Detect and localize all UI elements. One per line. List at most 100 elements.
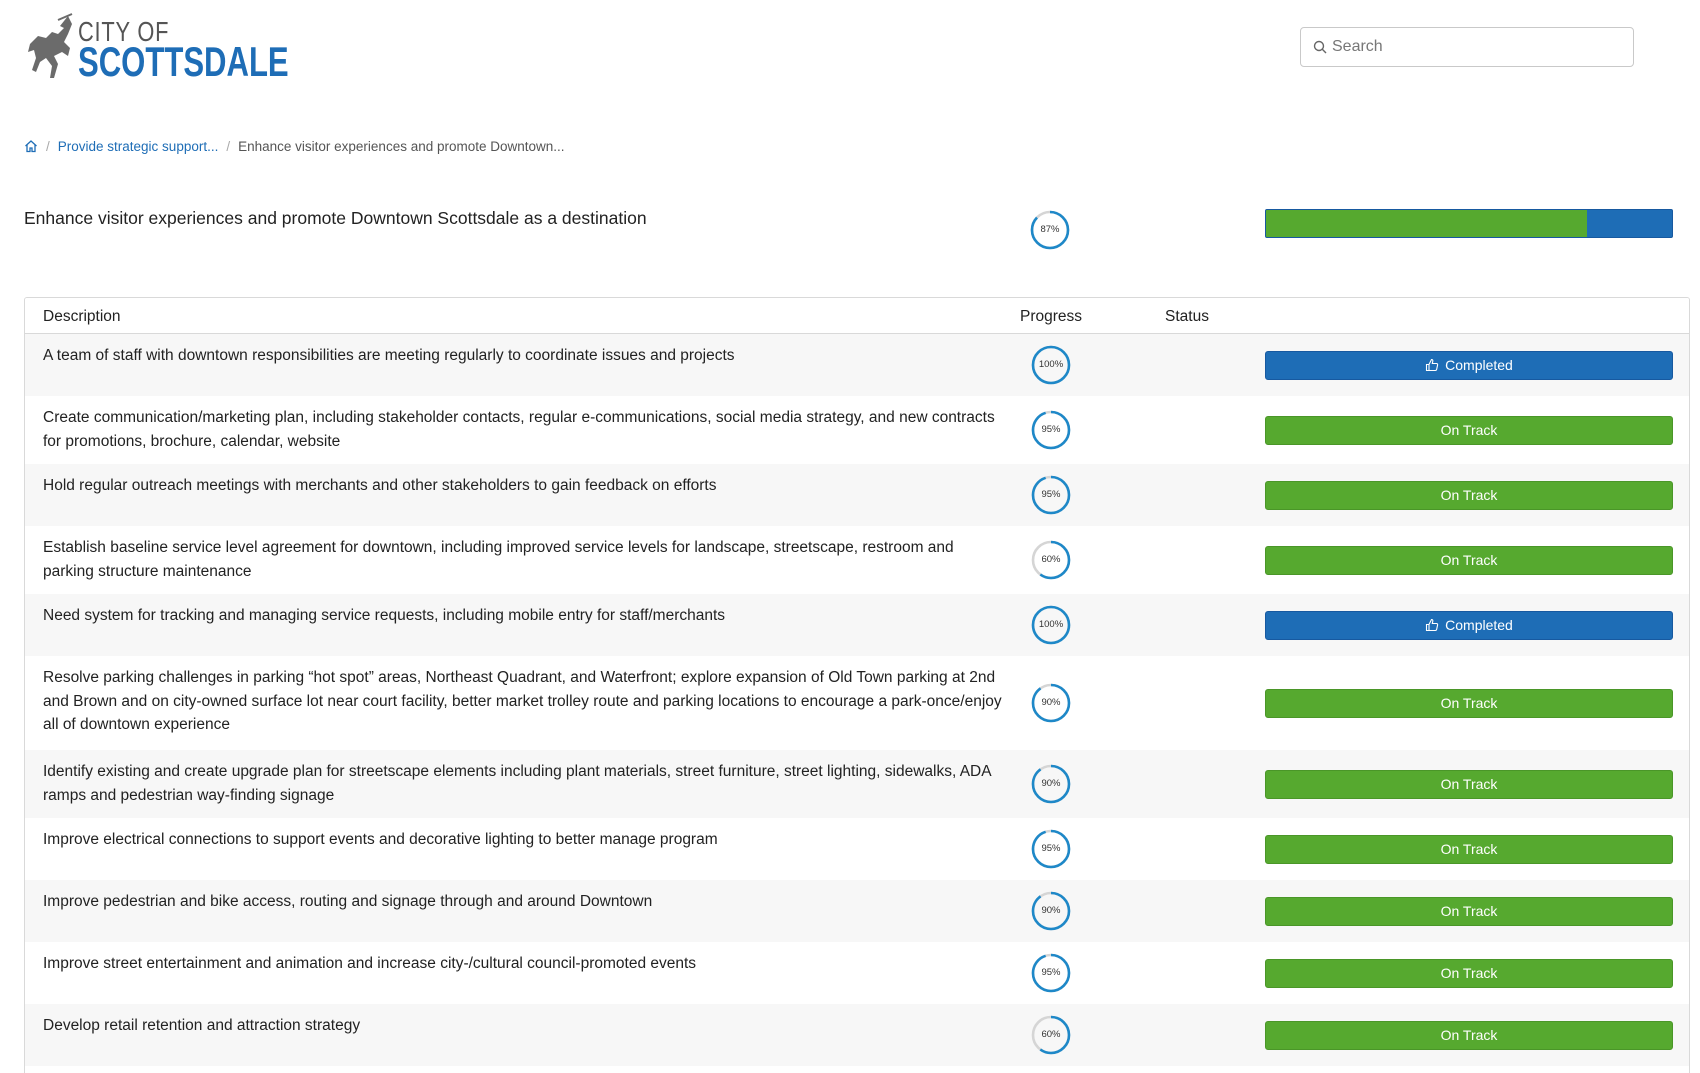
row-progress-arc bbox=[1031, 891, 1071, 931]
row-description: Establish baseline service level agreeme… bbox=[43, 539, 954, 580]
table-row[interactable]: Improve electrical connections to suppor… bbox=[25, 818, 1689, 880]
table-header: Description Progress Status bbox=[25, 298, 1689, 334]
row-description: Create communication/marketing plan, inc… bbox=[43, 409, 995, 450]
row-description: Resolve parking challenges in parking “h… bbox=[43, 669, 1002, 733]
status-on-track-button[interactable]: On Track bbox=[1265, 480, 1673, 510]
row-progress-arc bbox=[1031, 475, 1071, 515]
row-progress-donut: 95% bbox=[1030, 828, 1072, 870]
objectives-table: Description Progress Status A team of st… bbox=[24, 297, 1690, 1073]
row-progress-label: 100% bbox=[1038, 619, 1064, 630]
status-completed-button[interactable]: Completed bbox=[1265, 610, 1673, 640]
status-label: Completed bbox=[1445, 357, 1513, 373]
row-progress-donut: 100% bbox=[1030, 344, 1072, 386]
breadcrumb-separator: / bbox=[226, 138, 231, 154]
row-progress-label: 95% bbox=[1041, 967, 1061, 978]
row-progress-arc bbox=[1031, 540, 1071, 580]
table-row[interactable]: Establish baseline service level agreeme… bbox=[25, 526, 1689, 594]
row-progress-label: 90% bbox=[1041, 697, 1061, 708]
table-row[interactable]: Hold regular outreach meetings with merc… bbox=[25, 464, 1689, 526]
row-progress-donut: 90% bbox=[1030, 682, 1072, 724]
row-progress-donut: 60% bbox=[1030, 1014, 1072, 1056]
table-row[interactable]: Identify existing and create upgrade pla… bbox=[25, 750, 1689, 818]
status-on-track-button[interactable]: On Track bbox=[1265, 834, 1673, 864]
row-description: Develop retail retention and attraction … bbox=[43, 1017, 361, 1034]
status-label: On Track bbox=[1440, 695, 1498, 711]
row-progress-arc bbox=[1031, 345, 1071, 385]
row-progress-arc bbox=[1031, 764, 1071, 804]
table-row[interactable]: A team of staff with downtown responsibi… bbox=[25, 334, 1689, 396]
header-progress: Progress bbox=[1020, 308, 1083, 325]
table-row[interactable]: Develop retail retention and attraction … bbox=[25, 1004, 1689, 1066]
table-row[interactable]: Improve pedestrian and bike access, rout… bbox=[25, 880, 1689, 942]
row-progress-arc bbox=[1031, 829, 1071, 869]
breadcrumb-current: Enhance visitor experiences and promote … bbox=[238, 138, 565, 154]
status-label: On Track bbox=[1440, 552, 1498, 568]
goal-status-bar bbox=[1265, 209, 1673, 238]
row-progress-donut: 100% bbox=[1030, 604, 1072, 646]
status-label: On Track bbox=[1440, 965, 1498, 981]
goal-progress-arc bbox=[1030, 210, 1070, 250]
search-box[interactable] bbox=[1300, 27, 1634, 67]
status-label: On Track bbox=[1440, 487, 1498, 503]
goal-progress-label: 87% bbox=[1040, 224, 1060, 235]
row-progress-donut: 95% bbox=[1030, 474, 1072, 516]
row-progress-label: 60% bbox=[1041, 1029, 1061, 1040]
row-progress-arc bbox=[1031, 605, 1071, 645]
search-input[interactable] bbox=[1332, 34, 1622, 60]
row-description: Improve pedestrian and bike access, rout… bbox=[43, 893, 653, 910]
logo-name-text: SCOTTSDALE bbox=[78, 38, 289, 85]
goal-status-bar-fill bbox=[1266, 210, 1587, 237]
row-description: A team of staff with downtown responsibi… bbox=[43, 347, 735, 364]
row-description: Identify existing and create upgrade pla… bbox=[43, 763, 991, 804]
status-on-track-button[interactable]: On Track bbox=[1265, 896, 1673, 926]
status-on-track-button[interactable]: On Track bbox=[1265, 1020, 1673, 1050]
row-progress-arc bbox=[1031, 953, 1071, 993]
status-label: On Track bbox=[1440, 1027, 1498, 1043]
header-description: Description bbox=[43, 308, 121, 325]
status-on-track-button[interactable]: On Track bbox=[1265, 958, 1673, 988]
status-label: On Track bbox=[1440, 903, 1498, 919]
breadcrumb-link-parent[interactable]: Provide strategic support... bbox=[57, 138, 219, 154]
row-progress-arc bbox=[1031, 1015, 1071, 1055]
row-description: Improve electrical connections to suppor… bbox=[43, 831, 718, 848]
status-label: On Track bbox=[1440, 841, 1498, 857]
row-description: Hold regular outreach meetings with merc… bbox=[43, 477, 717, 494]
row-description: Need system for tracking and managing se… bbox=[43, 607, 726, 624]
status-label: Completed bbox=[1445, 617, 1513, 633]
status-on-track-button[interactable]: On Track bbox=[1265, 415, 1673, 445]
goal-title: Enhance visitor experiences and promote … bbox=[24, 208, 647, 228]
row-progress-donut: 90% bbox=[1030, 890, 1072, 932]
status-on-track-button[interactable]: On Track bbox=[1265, 545, 1673, 575]
row-progress-label: 95% bbox=[1041, 843, 1061, 854]
row-progress-donut: 60% bbox=[1030, 539, 1072, 581]
thumbs-up-icon bbox=[1426, 618, 1439, 632]
search-icon bbox=[1313, 40, 1327, 54]
home-icon[interactable] bbox=[24, 139, 38, 153]
table-row[interactable]: Improve street entertainment and animati… bbox=[25, 942, 1689, 1004]
row-progress-label: 60% bbox=[1041, 554, 1061, 565]
row-progress-label: 95% bbox=[1041, 489, 1061, 500]
status-on-track-button[interactable]: On Track bbox=[1265, 769, 1673, 799]
row-progress-arc bbox=[1031, 683, 1071, 723]
row-progress-arc bbox=[1031, 410, 1071, 450]
table-row[interactable]: Create communication/marketing plan, inc… bbox=[25, 396, 1689, 464]
table-row[interactable]: Resolve parking challenges in parking “h… bbox=[25, 656, 1689, 750]
row-progress-label: 95% bbox=[1041, 424, 1061, 435]
breadcrumb-separator: / bbox=[46, 138, 50, 154]
status-completed-button[interactable]: Completed bbox=[1265, 350, 1673, 380]
logo-city-text: CITY OF bbox=[78, 16, 170, 47]
status-label: On Track bbox=[1440, 422, 1498, 438]
status-label: On Track bbox=[1440, 776, 1498, 792]
goal-progress-donut: 87% bbox=[1029, 209, 1071, 251]
header-status: Status bbox=[1165, 308, 1209, 325]
bronco-rider-icon bbox=[28, 13, 73, 78]
row-progress-label: 100% bbox=[1038, 359, 1064, 370]
city-logo[interactable]: CITY OF SCOTTSDALE bbox=[24, 12, 289, 85]
thumbs-up-icon bbox=[1426, 358, 1439, 372]
row-description: Improve street entertainment and animati… bbox=[43, 955, 697, 972]
row-progress-label: 90% bbox=[1041, 778, 1061, 789]
row-progress-donut: 95% bbox=[1030, 952, 1072, 994]
row-progress-label: 90% bbox=[1041, 905, 1061, 916]
status-on-track-button[interactable]: On Track bbox=[1265, 688, 1673, 718]
table-row[interactable]: Need system for tracking and managing se… bbox=[25, 594, 1689, 656]
